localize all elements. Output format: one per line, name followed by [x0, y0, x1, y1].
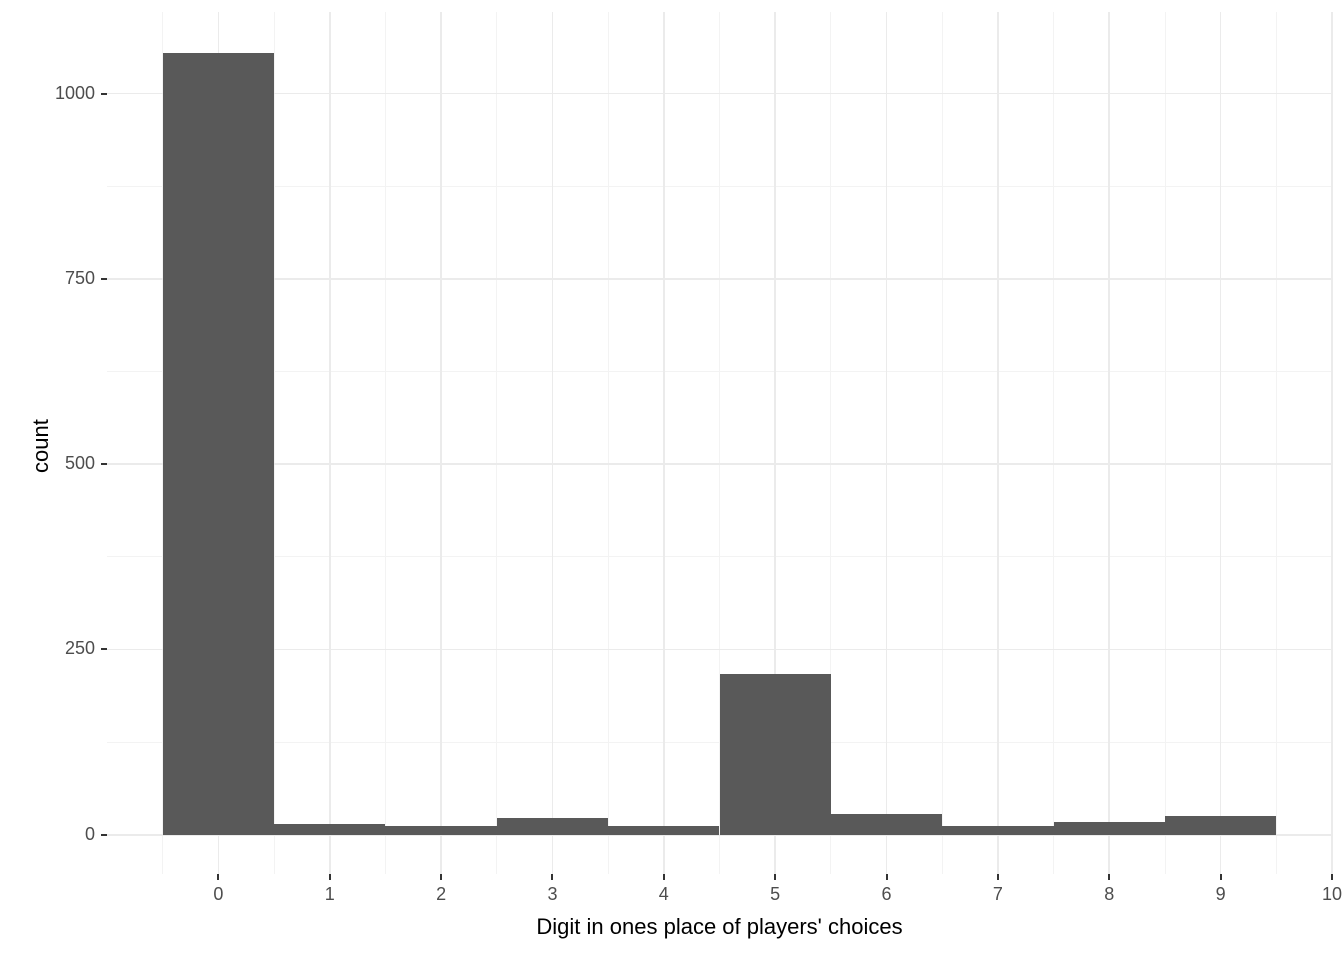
chart-container: 0 250 500 750 1000 0 1 2 3 4 5 6 7 8 9 10 count Digit … — [0, 0, 1344, 960]
x-tick-label: 4 — [644, 884, 684, 905]
x-tick-label: 5 — [755, 884, 795, 905]
x-tick-label: 7 — [978, 884, 1018, 905]
grid-v-major — [329, 12, 331, 874]
y-tick-label: 750 — [65, 268, 95, 289]
x-tick — [663, 874, 665, 880]
x-tick-label: 1 — [310, 884, 350, 905]
x-tick-label: 2 — [421, 884, 461, 905]
grid-v-major — [552, 12, 554, 874]
y-tick — [101, 463, 107, 465]
x-tick — [440, 874, 442, 880]
x-tick-label: 8 — [1089, 884, 1129, 905]
x-tick — [774, 874, 776, 880]
x-tick-label: 0 — [198, 884, 238, 905]
x-tick-label: 6 — [867, 884, 907, 905]
bar — [831, 814, 942, 835]
x-tick — [329, 874, 331, 880]
y-tick — [101, 93, 107, 95]
y-tick-label: 250 — [65, 638, 95, 659]
x-tick — [1331, 874, 1333, 880]
x-tick — [1220, 874, 1222, 880]
x-tick — [217, 874, 219, 880]
grid-v-major — [440, 12, 442, 874]
grid-h-major — [107, 93, 1332, 95]
grid-v-minor — [942, 12, 943, 874]
bar — [163, 53, 274, 835]
x-tick — [886, 874, 888, 880]
grid-v-major — [1220, 12, 1222, 874]
y-tick — [101, 648, 107, 650]
x-tick — [997, 874, 999, 880]
x-tick — [551, 874, 553, 880]
plot-panel — [107, 12, 1332, 874]
bar — [385, 826, 496, 835]
bar — [274, 824, 385, 835]
bar — [497, 818, 608, 834]
bar — [942, 826, 1053, 835]
x-tick-label: 9 — [1201, 884, 1241, 905]
y-axis-title: count — [28, 419, 54, 473]
grid-v-major — [1331, 12, 1333, 874]
grid-h-major — [107, 649, 1332, 651]
grid-v-major — [663, 12, 665, 874]
x-tick — [1108, 874, 1110, 880]
grid-v-minor — [496, 12, 497, 874]
y-tick-label: 0 — [85, 824, 95, 845]
grid-v-major — [886, 12, 888, 874]
bar — [1054, 822, 1165, 835]
y-tick — [101, 834, 107, 836]
grid-v-minor — [1276, 12, 1277, 874]
grid-v-major — [997, 12, 999, 874]
bar — [1165, 816, 1276, 835]
x-axis-title: Digit in ones place of players' choices — [107, 914, 1332, 940]
bar — [720, 674, 831, 835]
grid-v-minor — [1053, 12, 1054, 874]
x-tick-label: 3 — [532, 884, 572, 905]
grid-v-major — [1108, 12, 1110, 874]
grid-v-minor — [385, 12, 386, 874]
grid-h-major — [107, 463, 1332, 465]
y-tick-label: 500 — [65, 453, 95, 474]
grid-v-minor — [608, 12, 609, 874]
grid-v-minor — [1165, 12, 1166, 874]
y-tick-label: 1000 — [55, 83, 95, 104]
grid-h-major — [107, 278, 1332, 280]
x-tick-label: 10 — [1312, 884, 1344, 905]
bar — [608, 826, 719, 835]
y-tick — [101, 278, 107, 280]
